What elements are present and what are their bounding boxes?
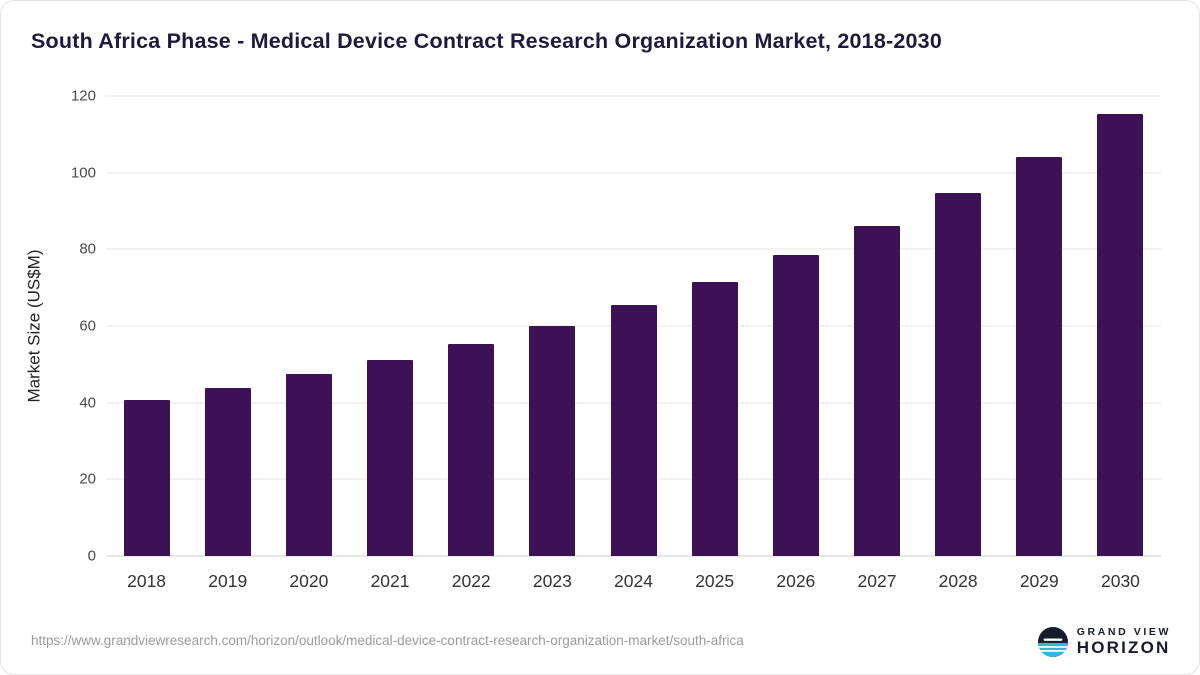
logo-text: GRAND VIEW HORIZON [1077,626,1171,658]
grand-view-horizon-logo: GRAND VIEW HORIZON [1037,626,1171,658]
x-tick-label-2022: 2022 [451,571,491,591]
bar-column-2023 [512,96,593,556]
y-tick-label-20: 20 [79,470,96,488]
horizon-logo-icon [1037,627,1068,658]
bar-2018 [123,399,170,556]
source-url: https://www.grandviewresearch.com/horizo… [31,633,744,648]
bar-column-2021 [349,96,430,556]
x-tick-label-2019: 2019 [208,571,248,591]
x-tick-label-2028: 2028 [938,571,978,591]
bar-column-2029 [999,96,1080,556]
bar-2025 [691,281,738,556]
x-tick-label-2030: 2030 [1100,571,1140,591]
x-tick-label-2020: 2020 [289,571,329,591]
bar-column-2027 [836,96,917,556]
x-tick-label-2027: 2027 [857,571,897,591]
bar-2024 [610,304,657,556]
x-tick-label-2024: 2024 [614,571,653,591]
x-tick-label-2018: 2018 [127,571,167,591]
bar-column-2024 [593,96,674,556]
x-axis: 2018 2019 2020 2021 2022 2023 2024 2025 2026 2027… [106,563,1161,597]
bar-column-2025 [674,96,755,556]
bar-2019 [204,387,251,556]
y-tick-label-0: 0 [87,547,96,565]
x-tick-label-2025: 2025 [695,571,735,591]
plot-area [106,95,1161,557]
bar-column-2026 [755,96,836,556]
x-tick-label-2021: 2021 [370,571,410,591]
y-tick-label-120: 120 [70,87,96,105]
y-axis: 0 20 40 60 80 100 120 [1,88,96,565]
bar-2027 [853,225,900,556]
x-tick-label-2026: 2026 [776,571,816,591]
bar-2022 [448,343,495,556]
logo-line-grand-view: GRAND VIEW [1076,626,1171,639]
y-tick-label-100: 100 [70,164,96,182]
chart-title: South Africa Phase - Medical Device Cont… [31,29,942,53]
bar-2020 [285,374,332,556]
y-tick-label-80: 80 [79,240,96,258]
bar-2030 [1097,113,1144,556]
gridline-0 [106,555,1161,557]
bar-2028 [935,193,982,556]
bar-column-2028 [918,96,999,556]
logo-line-horizon: HORIZON [1076,638,1171,658]
x-tick-label-2029: 2029 [1019,571,1059,591]
bar-column-2020 [268,96,349,556]
bar-column-2022 [431,96,512,556]
gridline-120 [106,95,1161,97]
x-tick-label-2023: 2023 [532,571,572,591]
gridline-100 [106,172,1161,174]
bar-2029 [1016,156,1063,556]
y-tick-label-40: 40 [79,394,96,412]
bar-column-2030 [1080,96,1161,556]
bar-2023 [529,325,576,556]
bars-row [106,96,1161,556]
bar-column-2018 [106,96,187,556]
bar-2026 [772,255,819,556]
gridline-80 [106,248,1161,250]
bar-column-2019 [187,96,268,556]
y-tick-label-60: 60 [79,317,96,335]
bar-2021 [367,360,414,556]
